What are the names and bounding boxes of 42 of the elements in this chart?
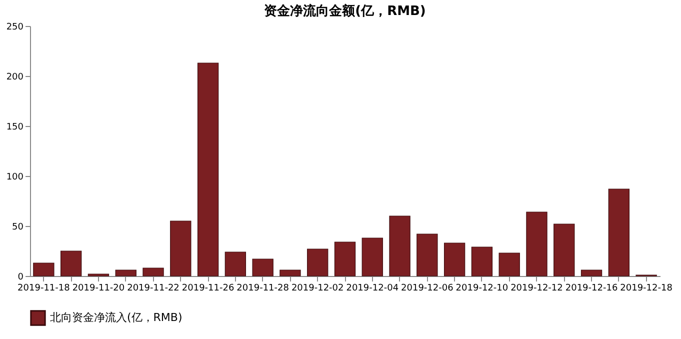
bar (197, 62, 219, 276)
bar (498, 252, 520, 276)
bar (334, 242, 356, 276)
y-tick-label: 150 (6, 122, 24, 132)
bar (554, 224, 575, 276)
bar (33, 262, 54, 276)
x-tick-label: 2019-12-12 (510, 284, 563, 294)
bar (389, 216, 410, 276)
bar (416, 234, 438, 276)
x-tick-label: 2019-12-04 (346, 284, 399, 294)
bar (224, 252, 246, 276)
bar (170, 220, 192, 276)
x-tick-label: 2019-12-06 (401, 284, 454, 294)
x-tick-label: 2019-11-26 (182, 284, 234, 294)
x-tick-label: 2019-12-18 (620, 284, 673, 294)
x-tick-label: 2019-11-28 (236, 284, 290, 294)
bar (608, 188, 630, 276)
chart-title: 资金净流向金额(亿，RMB) (264, 3, 426, 19)
bar (362, 238, 383, 276)
bar (252, 258, 274, 276)
bar (88, 274, 110, 276)
x-tick-label: 2019-11-18 (18, 284, 70, 294)
bar (115, 270, 136, 276)
bar (580, 270, 602, 276)
x-tick-label: 2019-12-02 (291, 284, 344, 294)
bar (526, 212, 548, 276)
x-tick-label: 2019-12-16 (565, 284, 618, 294)
y-tick-label: 250 (6, 22, 24, 32)
y-tick-label: 0 (18, 272, 24, 282)
y-tick-label: 50 (12, 222, 24, 232)
x-tick-label: 2019-11-22 (127, 284, 180, 294)
bar (142, 268, 164, 276)
x-tick-label: 2019-12-10 (456, 284, 508, 294)
bar (471, 246, 493, 276)
y-tick-label: 100 (6, 172, 24, 182)
y-tick-label: 200 (6, 72, 24, 82)
bar (280, 270, 301, 276)
bar (444, 242, 466, 276)
bar (307, 248, 328, 276)
legend-label: 北向资金净流入(亿，RMB) (50, 311, 182, 324)
x-tick-label: 2019-11-20 (72, 284, 125, 294)
bar (60, 250, 82, 276)
